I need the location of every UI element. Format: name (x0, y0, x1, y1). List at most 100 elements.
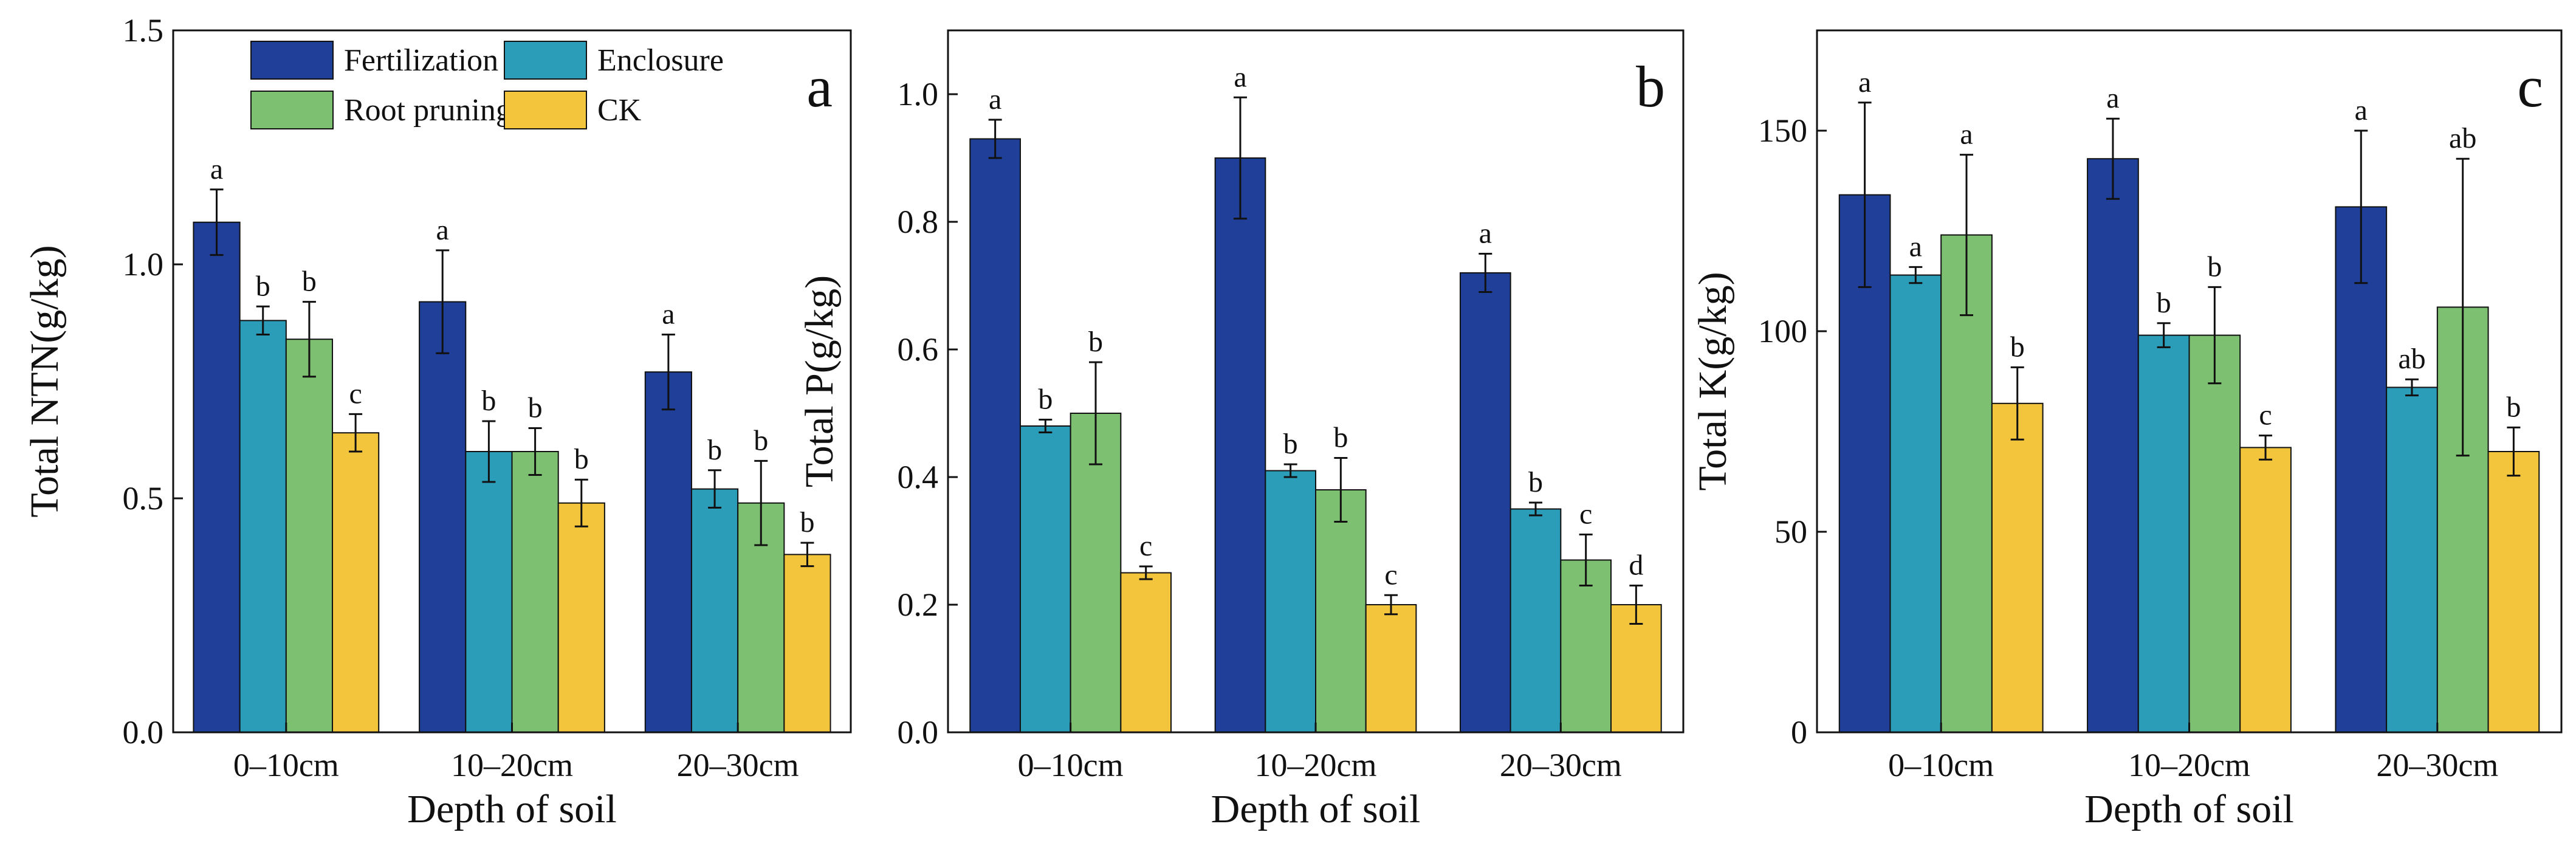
y-tick-label: 0.2 (898, 586, 939, 623)
significance-label: b (2010, 331, 2025, 363)
y-tick-label: 50 (1774, 514, 1807, 550)
x-tick-label: 10–20cm (1255, 747, 1377, 783)
significance-label: a (2355, 94, 2368, 126)
y-tick-label: 1.0 (123, 246, 164, 283)
significance-label: a (1858, 66, 1871, 98)
y-axis-title: Total NTN(g/kg) (22, 245, 67, 517)
legend: Fertilization Enclosure Root pruning CK (250, 41, 724, 129)
bar-a-root-pruning-0 (285, 339, 334, 733)
y-tick-label: 1.0 (898, 76, 939, 112)
bar-b-enclosure-1 (1265, 470, 1316, 733)
y-axis-title: Total K(g/kg) (1691, 272, 1735, 490)
legend-swatch-ck (504, 91, 587, 129)
x-tick-label: 20–30cm (677, 747, 799, 783)
bar-a-fertilization-2 (644, 371, 692, 733)
bar-c-enclosure-0 (1889, 274, 1942, 734)
bar-a-ck-1 (557, 502, 605, 733)
bar-c-enclosure-2 (2386, 387, 2438, 733)
panel-letter: b (1636, 54, 1665, 119)
significance-label: a (210, 153, 223, 185)
x-tick-label: 10–20cm (451, 747, 573, 783)
significance-label: ab (2398, 343, 2425, 375)
significance-label: a (662, 298, 675, 331)
significance-label: b (707, 434, 722, 466)
legend-swatch-enclosure (504, 41, 587, 80)
significance-label: b (1283, 428, 1298, 460)
significance-label: a (2106, 82, 2119, 114)
bar-b-root-pruning-1 (1315, 489, 1367, 733)
significance-label: b (2506, 391, 2521, 423)
bar-c-ck-2 (2487, 451, 2540, 733)
significance-label: c (349, 377, 362, 410)
y-tick-label: 0.0 (123, 714, 164, 751)
significance-label: b (528, 392, 543, 424)
significance-label: a (1234, 61, 1246, 93)
y-tick-label: 150 (1758, 112, 1807, 149)
panel-b: a a a b b b b b c c c d 0.0 0.2 0.4 0.6 0.8 1.0 0–10cm 10–2… (797, 29, 1685, 831)
significance-label: d (1629, 549, 1643, 582)
bar-b-ck-1 (1365, 604, 1417, 733)
significance-label: c (1139, 530, 1152, 562)
y-tick-label: 0.6 (898, 331, 939, 368)
legend-label-root-pruning: Root pruning (344, 93, 512, 128)
legend-label-enclosure: Enclosure (597, 43, 724, 78)
significance-label: b (754, 424, 768, 456)
bar-b-root-pruning-2 (1560, 559, 1612, 733)
x-tick-label: 20–30cm (1500, 747, 1622, 783)
significance-label: c (1384, 559, 1397, 591)
y-tick-label: 0.0 (898, 714, 939, 751)
significance-label: a (989, 83, 1001, 115)
significance-label: b (481, 385, 496, 417)
x-axis-title: Depth of soil (2084, 787, 2294, 831)
significance-label: a (1960, 119, 1973, 151)
bar-c-enclosure-1 (2137, 334, 2190, 733)
x-axis-title: Depth of soil (1211, 787, 1421, 831)
y-tick-label: 0 (1791, 714, 1807, 751)
bar-c-ck-0 (1991, 402, 2044, 733)
significance-label: b (800, 506, 814, 538)
bar-b-fertilization-2 (1459, 272, 1511, 733)
significance-label: b (2157, 287, 2171, 319)
significance-label: a (1479, 218, 1492, 250)
bar-b-fertilization-0 (969, 138, 1021, 733)
bar-a-fertilization-1 (419, 301, 467, 734)
bar-a-enclosure-1 (465, 451, 513, 733)
significance-label: b (1528, 466, 1543, 498)
significance-label: b (1333, 422, 1348, 454)
legend-label-fertilization: Fertilization (344, 43, 498, 78)
bar-a-ck-2 (783, 554, 831, 734)
significance-label: a (1909, 230, 1922, 263)
bar-a-enclosure-0 (239, 320, 287, 733)
significance-label: ab (2449, 122, 2476, 154)
significance-label: c (1579, 498, 1592, 531)
bar-b-ck-2 (1610, 604, 1662, 733)
significance-label: b (302, 266, 317, 298)
bar-c-root-pruning-1 (2188, 334, 2241, 733)
x-tick-label: 0–10cm (1888, 747, 1994, 783)
bar-a-enclosure-2 (690, 488, 739, 733)
bar-a-root-pruning-1 (511, 451, 559, 733)
significance-label: b (256, 270, 270, 302)
y-tick-label: 1.5 (123, 12, 164, 49)
bar-b-fertilization-1 (1214, 157, 1266, 733)
bar-c-fertilization-2 (2335, 206, 2388, 733)
legend-swatch-fertilization (250, 41, 334, 80)
bar-b-ck-0 (1120, 572, 1172, 733)
bar-a-ck-0 (332, 432, 380, 733)
bar-c-ck-1 (2239, 447, 2292, 734)
significance-label: c (2259, 399, 2272, 431)
y-tick-label: 0.8 (898, 204, 939, 240)
significance-label: a (436, 214, 449, 246)
bar-b-enclosure-0 (1019, 425, 1071, 733)
x-tick-label: 20–30cm (2376, 747, 2498, 783)
legend-swatch-root-pruning (250, 91, 334, 129)
panel-letter: c (2517, 54, 2543, 119)
significance-label: b (1088, 326, 1103, 358)
significance-label: b (1038, 383, 1053, 416)
legend-label-ck: CK (597, 93, 642, 128)
significance-label: b (2207, 250, 2222, 283)
x-tick-label: 10–20cm (2128, 747, 2250, 783)
